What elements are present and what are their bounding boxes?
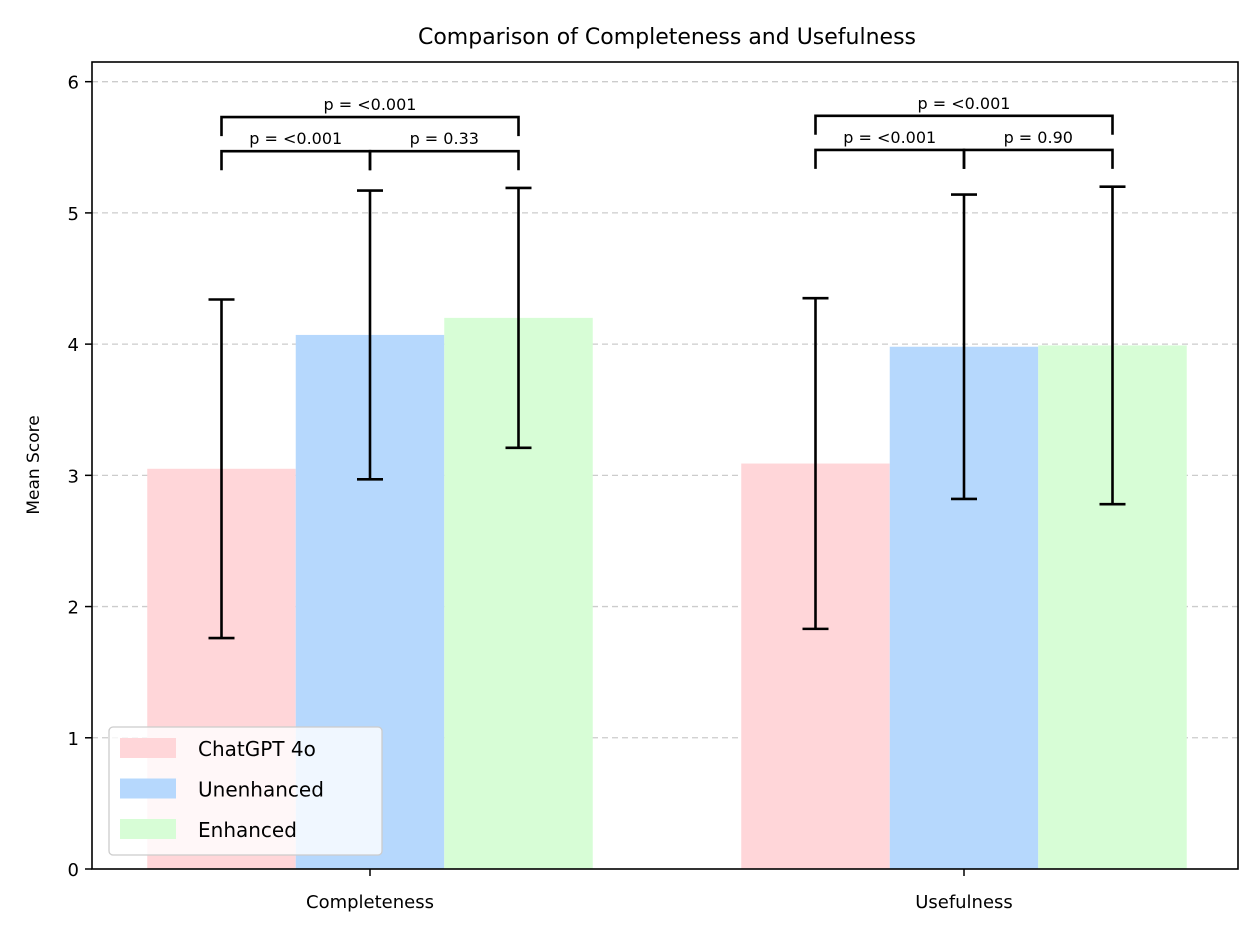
x-tick-label-usefulness: Usefulness bbox=[915, 892, 1013, 913]
legend-label-chatgpt-4o: ChatGPT 4o bbox=[198, 737, 316, 761]
y-tick-label-2: 2 bbox=[68, 598, 79, 619]
p-value-label-0: p = <0.001 bbox=[324, 95, 417, 114]
p-value-label-2: p = 0.33 bbox=[410, 129, 479, 148]
y-tick-label-6: 6 bbox=[68, 73, 79, 94]
y-tick-label-0: 0 bbox=[68, 860, 79, 881]
axes: 0 1 2 3 4 5 6 Completeness Usefulness bbox=[68, 61, 1239, 913]
x-tick-label-completeness: Completeness bbox=[306, 892, 434, 913]
legend-box bbox=[108, 726, 383, 856]
p-value-label-3: p = <0.001 bbox=[918, 94, 1011, 113]
legend-label-enhanced: Enhanced bbox=[198, 818, 297, 842]
legend-label-unenhanced: Unenhanced bbox=[198, 778, 324, 802]
significance-bracket-4 bbox=[814, 148, 966, 169]
p-value-label-5: p = 0.90 bbox=[1004, 128, 1073, 147]
y-tick-label-3: 3 bbox=[68, 466, 79, 487]
legend-swatch-enhanced bbox=[120, 819, 176, 839]
significance-bracket-2 bbox=[368, 149, 520, 171]
significance-bracket-1 bbox=[220, 149, 372, 171]
significance-bracket-0 bbox=[220, 115, 520, 137]
legend: ChatGPT 4o Unenhanced Enhanced bbox=[108, 726, 383, 856]
significance-bracket-5 bbox=[962, 148, 1114, 169]
y-tick-label-1: 1 bbox=[68, 729, 79, 750]
plot-frame bbox=[91, 61, 1239, 870]
error-bars bbox=[208, 185, 1126, 640]
y-tick-label-4: 4 bbox=[68, 335, 79, 356]
chart-title: Comparison of Completeness and Usefulnes… bbox=[418, 25, 916, 50]
legend-swatch-unenhanced bbox=[120, 778, 176, 799]
significance-brackets: p = <0.001 p = <0.001 p = 0.33 p = <0.001 p … bbox=[220, 94, 1114, 171]
legend-swatch-chatgpt-4o bbox=[120, 738, 176, 758]
significance-bracket-3 bbox=[814, 114, 1114, 135]
y-tick-label-5: 5 bbox=[68, 204, 79, 225]
y-axis-label: Mean Score bbox=[24, 415, 44, 514]
p-value-label-4: p = <0.001 bbox=[843, 128, 936, 147]
p-value-label-1: p = <0.001 bbox=[249, 129, 342, 148]
